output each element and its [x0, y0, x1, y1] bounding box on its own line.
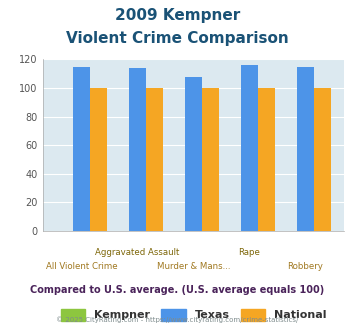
Text: Compared to U.S. average. (U.S. average equals 100): Compared to U.S. average. (U.S. average …: [31, 285, 324, 295]
Text: © 2025 CityRating.com - https://www.cityrating.com/crime-statistics/: © 2025 CityRating.com - https://www.city…: [56, 317, 299, 323]
Bar: [185, 77, 202, 231]
Text: Murder & Mans...: Murder & Mans...: [157, 262, 230, 271]
Text: All Violent Crime: All Violent Crime: [46, 262, 117, 271]
Text: Aggravated Assault: Aggravated Assault: [95, 248, 180, 257]
Text: 2009 Kempner: 2009 Kempner: [115, 8, 240, 23]
Bar: [297, 67, 314, 231]
Bar: [146, 88, 163, 231]
Bar: [258, 88, 275, 231]
Bar: [202, 88, 219, 231]
Bar: [90, 88, 107, 231]
Text: Violent Crime Comparison: Violent Crime Comparison: [66, 31, 289, 46]
Bar: [241, 65, 258, 231]
Text: Rape: Rape: [239, 248, 261, 257]
Legend: Kempner, Texas, National: Kempner, Texas, National: [61, 309, 326, 321]
Bar: [73, 67, 90, 231]
Bar: [314, 88, 331, 231]
Text: Robbery: Robbery: [288, 262, 323, 271]
Bar: [129, 68, 146, 231]
